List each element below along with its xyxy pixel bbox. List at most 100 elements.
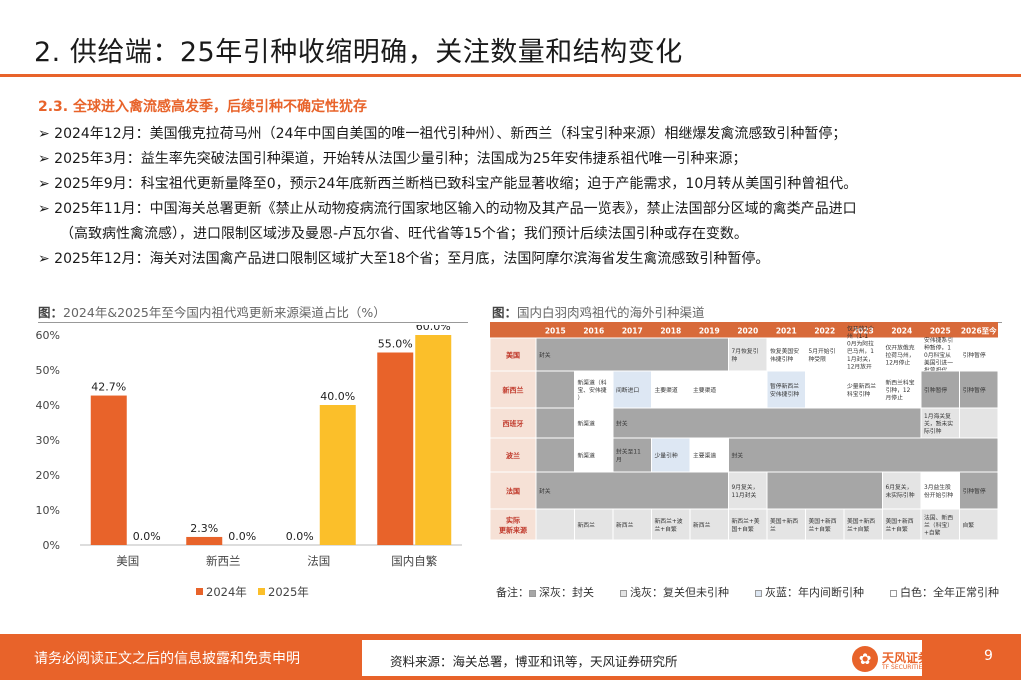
page-number: 9: [984, 648, 993, 664]
cell-text: 美国+新西兰+自繁: [847, 517, 875, 533]
bar: [377, 352, 414, 545]
legend-label: 2024年: [206, 585, 247, 599]
table-cell: [574, 437, 614, 473]
cell-text: 1月海关复关，暂未实际引种: [924, 412, 953, 435]
table-cell: [959, 508, 999, 541]
cell-text: 5月开始引种受限: [809, 347, 836, 363]
bar-value-label: 42.7%: [91, 381, 126, 394]
table-cell: [728, 370, 768, 409]
cell-text: 主要渠道: [693, 452, 716, 460]
legend-swatch: [258, 588, 265, 595]
legend-swatch: [196, 588, 203, 595]
cell-text: 6月复关，未实际引种: [886, 483, 915, 499]
row-label: 波兰: [506, 451, 520, 460]
table-cell: [728, 437, 999, 473]
table-cell: [535, 337, 729, 372]
x-tick-label: 国内自繁: [391, 554, 437, 568]
year-header: 2016: [583, 327, 604, 336]
cell-text: 主要渠道: [655, 386, 678, 394]
row-label: 新西兰: [503, 386, 524, 395]
disclaimer-link[interactable]: 请务必阅读正文之后的信息披露和免责申明: [34, 651, 300, 667]
cell-text: 美国+新西兰+自繁: [886, 517, 914, 533]
table-cell: [766, 337, 806, 372]
legend-item: 深灰：封关: [529, 586, 594, 599]
cell-text: 安伟捷系引种暂停，10月科宝从美国引进一批曾祖代: [924, 336, 953, 374]
y-tick-label: 20%: [36, 469, 60, 482]
bullet-item: ➢ 2025年12月：海关对法国禽产品进口限制区域扩大至18个省；至月底，法国阿…: [38, 251, 770, 267]
cell-text: 恢复美国安伟捷引种: [770, 347, 799, 363]
year-header: 2021: [776, 327, 797, 336]
year-header: 2025: [930, 327, 951, 336]
x-tick-label: 新西兰: [206, 554, 241, 568]
cell-text: 新西兰科宝引种，12 月停止: [886, 378, 915, 401]
caption-divider-left: [38, 322, 468, 323]
cell-text: 封关: [732, 452, 744, 460]
table-cell: [689, 508, 729, 541]
legend-swatch-icon: [620, 589, 627, 597]
cell-text: 3月益生股份开始引种: [924, 483, 953, 499]
cell-text: 美国+新西兰+自繁: [809, 517, 837, 533]
bar: [90, 395, 127, 545]
cell-text: 法国、新西兰（科宝）+自繁: [924, 513, 953, 536]
cell-text: 新渠道: [578, 452, 596, 460]
source-note: 资料来源：海关总署，博亚和讯等，天风证券研究所: [390, 654, 678, 669]
table-cell: [920, 337, 960, 372]
bar: [186, 536, 223, 545]
cell-text: 仅开放俄克拉荷马州， 12月停止: [886, 343, 915, 366]
legend-prefix: 备注：: [496, 586, 529, 599]
x-tick-label: 美国: [116, 554, 139, 568]
table-cell: [959, 471, 999, 510]
table-cell: [535, 471, 729, 510]
year-header: 2017: [622, 327, 643, 336]
table-cell: [612, 370, 652, 409]
figure-right-caption: 图：国内白羽肉鸡祖代的海外引种渠道: [492, 305, 705, 320]
table-cell: [766, 471, 883, 510]
cell-text: 美国+新西兰: [770, 517, 798, 533]
cell-text: 新渠道: [578, 420, 596, 428]
table-cell: [535, 407, 575, 439]
legend-text: 深灰：封关: [539, 586, 594, 599]
table-cell: [574, 508, 614, 541]
row-label: 实际: [506, 516, 520, 525]
cell-text: 封关至11 月: [616, 448, 641, 464]
row-label: 美国: [506, 351, 520, 360]
bar-value-label: 55.0%: [378, 338, 413, 351]
cell-text: 封关: [616, 420, 628, 428]
legend-label: 2025年: [268, 585, 309, 599]
table-cell: [920, 471, 960, 510]
cell-text: 新西兰: [616, 521, 634, 529]
cell-text: 封关: [539, 487, 551, 495]
cell-text: 封关: [539, 351, 551, 359]
cell-text: 引种暂停: [963, 351, 986, 359]
cell-text: 自繁: [963, 521, 975, 529]
bullet-item: ➢ 2025年9月：科宝祖代更新量降至0，预示24年底新西兰断档已致科宝产能显著…: [38, 176, 858, 192]
bar-value-label: 0.0%: [286, 530, 314, 543]
cell-text: 新西兰+波兰+自繁: [655, 517, 683, 533]
year-header: 2026至今: [961, 326, 997, 336]
legend-item: 白色：全年正常引种: [890, 586, 999, 599]
table-cell: [612, 508, 652, 541]
bar: [415, 335, 452, 545]
y-tick-label: 10%: [36, 504, 60, 517]
legend-text: 灰蓝：年内间断引种: [765, 586, 864, 599]
legend-text: 浅灰：复关但未引种: [630, 586, 729, 599]
cell-text: 新西兰: [578, 521, 596, 529]
flower-logo-icon: ✿: [852, 646, 878, 672]
row-label: 法国: [506, 487, 520, 496]
figure-left-caption: 图：2024年&2025年至今国内祖代鸡更新来源渠道占比（%）: [38, 305, 386, 320]
table-cell: [882, 337, 922, 372]
import-channel-table: 2015 2016 2017 2018 2019 2020 2021 2022 2023 2024…: [489, 322, 999, 541]
table-cell: [959, 370, 999, 409]
table-cell: [766, 508, 806, 541]
cell-text: 引种暂停: [924, 386, 947, 394]
table-cell: [612, 437, 652, 473]
cell-text: 新西兰: [693, 521, 711, 529]
table-cell: [882, 370, 922, 409]
bar-chart: 0% 10% 20% 30% 40% 50% 60% 42.7% 0.0% 美国 2.3% 0.0% 新…: [36, 325, 462, 599]
row-label-cell: [489, 471, 537, 510]
year-header: 2020: [737, 327, 758, 336]
y-tick-label: 50%: [36, 364, 60, 377]
cell-text: 少量新西兰科宝引种: [847, 382, 876, 398]
title-divider: [0, 74, 1021, 77]
table-cell: [574, 407, 614, 439]
